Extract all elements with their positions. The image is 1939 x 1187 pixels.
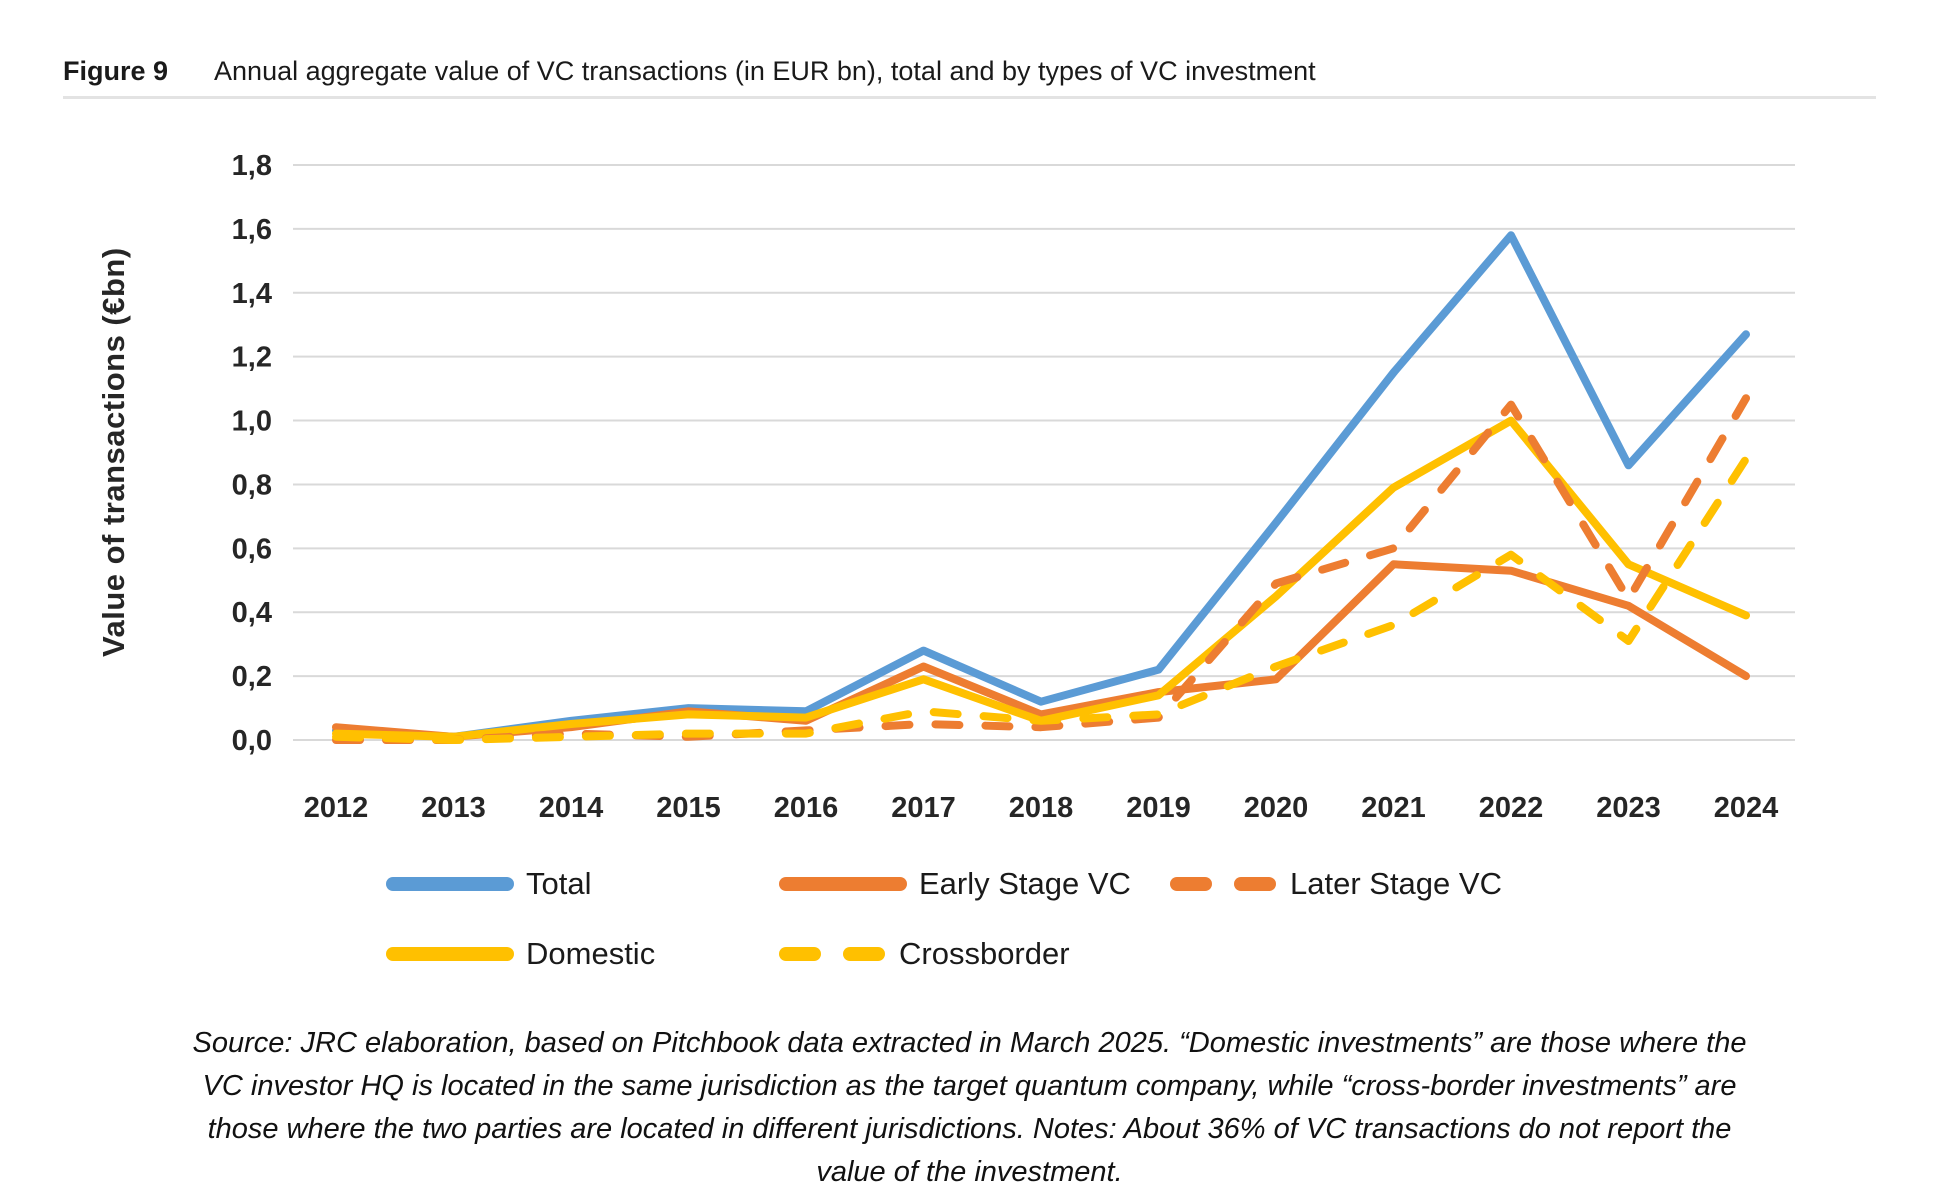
y-tick-label: 1,2 — [232, 342, 272, 374]
x-tick-label: 2014 — [539, 792, 604, 824]
figure-caption: Figure 9 Annual aggregate value of VC tra… — [63, 55, 1877, 87]
total-line-swatch — [386, 877, 514, 891]
legend-label-crossborder: Crossborder — [899, 936, 1070, 971]
y-tick-label: 1,6 — [232, 214, 272, 246]
x-tick-label: 2020 — [1244, 792, 1309, 824]
legend-label-later-stage: Later Stage VC — [1290, 866, 1502, 901]
y-tick-label: 0,8 — [232, 469, 272, 501]
early-stage-line-swatch — [779, 877, 907, 891]
y-tick-label: 0,0 — [232, 725, 272, 757]
caption-divider — [63, 96, 1876, 99]
later-stage-dash-swatch — [1170, 877, 1276, 891]
legend-item-total: Total — [386, 866, 592, 901]
legend-label-total: Total — [526, 866, 592, 901]
series-line-crossborder — [332, 454, 1750, 744]
domestic-line-swatch — [386, 947, 514, 961]
series-line-early-stage-vc — [332, 560, 1750, 741]
x-tick-label: 2019 — [1126, 792, 1191, 824]
x-tick-label: 2022 — [1479, 792, 1544, 824]
legend-item-crossborder: Crossborder — [779, 936, 1070, 971]
source-note-text: Source: JRC elaboration, based on Pitchb… — [192, 1027, 1747, 1187]
series-line-total — [332, 231, 1750, 741]
series-line-later-stage-vc — [332, 394, 1750, 744]
y-tick-label: 1,8 — [232, 150, 272, 182]
figure-title: Annual aggregate value of VC transaction… — [214, 56, 1316, 86]
x-tick-label: 2013 — [421, 792, 486, 824]
legend-item-early-stage: Early Stage VC — [779, 866, 1131, 901]
crossborder-dash-swatch — [779, 947, 885, 961]
vc-line-chart: 0,0 0,2 0,4 0,6 0,8 1,0 1,2 1,4 1,6 1,8 2012 2013 20… — [232, 150, 1795, 824]
x-tick-label: 2023 — [1596, 792, 1661, 824]
y-tick-label: 0,2 — [232, 661, 272, 693]
y-tick-label: 1,0 — [232, 406, 272, 438]
figure-number: Figure 9 — [63, 56, 169, 86]
x-tick-label: 2018 — [1009, 792, 1074, 824]
legend-item-domestic: Domestic — [386, 936, 656, 971]
y-tick-label: 0,6 — [232, 533, 272, 565]
x-tick-label: 2016 — [774, 792, 839, 824]
x-tick-label: 2024 — [1714, 792, 1779, 824]
source-note: Source: JRC elaboration, based on Pitchb… — [0, 1022, 1939, 1187]
legend-item-later-stage: Later Stage VC — [1170, 866, 1502, 901]
x-tick-label: 2015 — [656, 792, 721, 824]
legend-label-domestic: Domestic — [526, 936, 656, 971]
legend-label-early-stage: Early Stage VC — [919, 866, 1131, 901]
y-tick-label: 1,4 — [232, 278, 272, 310]
x-tick-label: 2021 — [1361, 792, 1426, 824]
y-tick-label: 0,4 — [232, 597, 272, 629]
x-tick-label: 2017 — [891, 792, 956, 824]
x-tick-label: 2012 — [304, 792, 369, 824]
